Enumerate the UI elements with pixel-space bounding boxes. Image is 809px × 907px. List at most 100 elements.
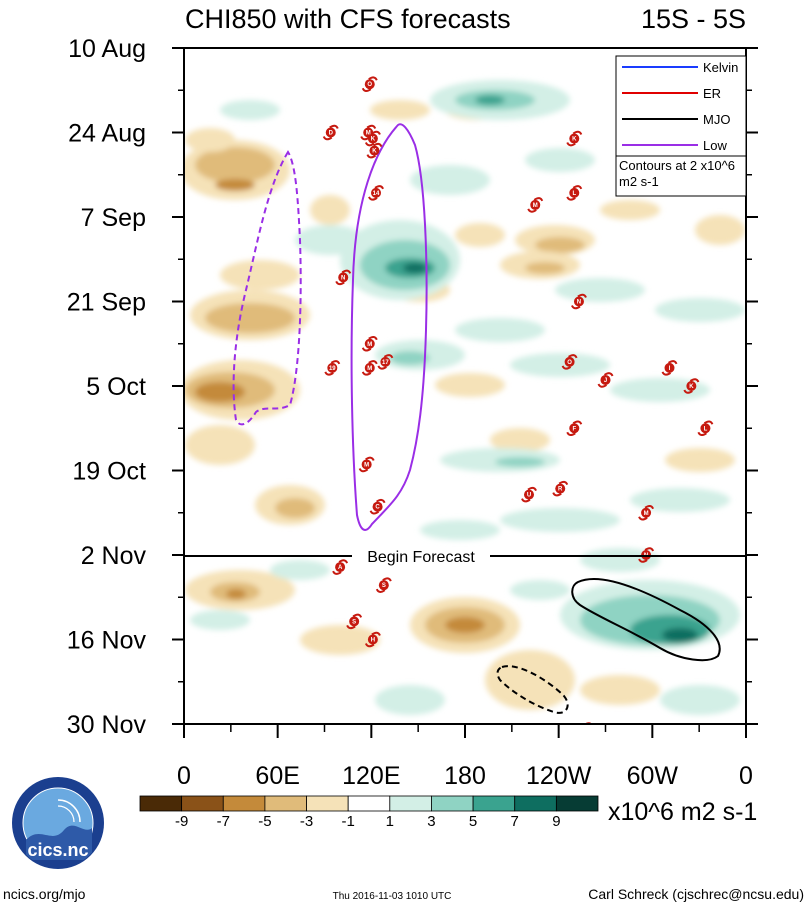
- legend-label: ER: [703, 86, 721, 101]
- storm-eye: [335, 562, 346, 573]
- storm-arm-bottom: [566, 142, 576, 147]
- storm-arm-top: [329, 124, 339, 129]
- storm-eye: [371, 187, 382, 198]
- storm-marker: H: [364, 631, 381, 648]
- storm-arm-bottom: [552, 492, 562, 497]
- mjo-contour-negative: [496, 665, 569, 714]
- storm-marker: F: [566, 420, 583, 436]
- anomaly-blob: [185, 128, 235, 152]
- storm-arm-bottom: [683, 389, 693, 394]
- storm-label: A: [338, 565, 343, 571]
- y-tick-label: 21 Sep: [67, 289, 146, 317]
- colorbar-label: -3: [300, 813, 313, 830]
- storm-label: M: [367, 342, 372, 348]
- storm-arm-top: [644, 547, 655, 552]
- storm-marker: N: [335, 269, 352, 286]
- storm-label: 14: [373, 191, 380, 197]
- anomaly-blob: [403, 263, 427, 273]
- storm-arm-top: [306, 741, 314, 744]
- storm-arm-top: [382, 577, 392, 582]
- footer-author: Carl Schreck (cjschrec@ncsu.edu): [588, 886, 804, 902]
- storm-label: C: [375, 505, 380, 511]
- anomaly-blob: [580, 548, 660, 572]
- storm-label: H: [371, 638, 375, 644]
- anomaly-blob: [630, 488, 730, 512]
- colorbar-swatch: [306, 795, 349, 812]
- anomaly-blob: [525, 148, 595, 172]
- anomaly-blob: [215, 179, 255, 191]
- storm-arm-bottom: [566, 431, 576, 436]
- anomaly-blob: [525, 262, 565, 274]
- storm-label: K: [371, 137, 376, 143]
- storm-arm-bottom: [527, 208, 537, 213]
- storm-arm-bottom: [521, 498, 531, 503]
- legend-box: [615, 55, 747, 197]
- storm-marker: K: [566, 130, 583, 147]
- storm-arm-top: [577, 293, 587, 298]
- colorbar-label: 1: [386, 813, 394, 830]
- storm-marker: D: [322, 124, 339, 141]
- colorbar-label: -7: [217, 813, 230, 830]
- storm-eye: [580, 725, 590, 735]
- storm-marker: 14: [368, 185, 384, 201]
- anomaly-blob: [420, 520, 500, 540]
- x-tick-label: 120W: [526, 762, 592, 790]
- storm-arm-top: [572, 130, 583, 135]
- colorbar-swatch: [347, 795, 391, 812]
- anomaly-blob: [295, 225, 365, 255]
- region-label: 15S - 5S: [641, 4, 746, 34]
- storm-marker: U: [521, 486, 537, 503]
- storm-marker: S: [346, 613, 363, 630]
- colorbar-label: 7: [511, 813, 519, 830]
- anomaly-blob: [695, 215, 745, 245]
- storm-eye: [361, 459, 372, 470]
- storm-arm-top: [374, 185, 384, 190]
- storm-label: J: [604, 378, 607, 384]
- storm-arm-bottom: [361, 371, 372, 376]
- storm-eye: [380, 356, 391, 367]
- storm-arm-bottom: [368, 196, 378, 201]
- storm-marker: I: [661, 360, 678, 376]
- storm-marker: S: [578, 722, 593, 737]
- x-tick-label: 120E: [342, 762, 400, 790]
- anomaly-blob: [535, 237, 585, 253]
- colorbar: -9 -7 -5 -3 -1 1 3 5 7 9: [139, 795, 599, 830]
- storm-marker: R: [552, 480, 569, 497]
- legend: Kelvin ER MJO Low Contours at 2 x10^6 m2 s-…: [615, 55, 747, 197]
- storm-label: M: [364, 462, 369, 468]
- storm-marker: A: [332, 559, 349, 575]
- footer-url: ncics.org/mjo: [3, 886, 86, 902]
- storm-arm-top: [368, 336, 378, 341]
- storm-eye: [327, 362, 338, 373]
- storm-arm-top: [376, 498, 386, 504]
- storm-eye: [372, 501, 383, 512]
- chart-title: CHI850 with CFS forecasts: [185, 4, 511, 34]
- anomaly-blob: [310, 195, 350, 225]
- colorbar-swatch: [472, 795, 516, 812]
- storm-arm-bottom: [578, 734, 586, 737]
- storm-marker: O: [361, 76, 378, 92]
- storm-eye: [367, 133, 378, 144]
- storm-marker: 17: [377, 354, 394, 370]
- storm-label: O: [567, 360, 572, 366]
- anomaly-blob: [435, 373, 505, 397]
- storm-arm-bottom: [638, 516, 648, 521]
- anomaly-blob: [510, 353, 610, 377]
- storm-eye: [569, 423, 580, 434]
- contour-note: Contours at 2 x10^6 m2 s-1: [619, 158, 735, 189]
- x-tick-label: 60W: [627, 762, 679, 790]
- colorbar-label: -1: [342, 813, 355, 830]
- cics-logo: cics.nc: [12, 777, 104, 869]
- storm-label: U: [527, 493, 531, 499]
- storm-arm-bottom: [300, 752, 308, 755]
- storm-eye: [664, 362, 675, 373]
- colorbar-swatch: [222, 795, 266, 812]
- storm-marker: M: [358, 456, 375, 473]
- storm-arm-top: [527, 486, 537, 492]
- storm-marker: M: [361, 336, 378, 352]
- anomaly-blob: [190, 610, 250, 630]
- low-contour-negative: [232, 150, 302, 426]
- storm-arm-bottom: [361, 347, 372, 352]
- storm-label: M: [367, 366, 372, 372]
- storm-eye: [564, 356, 575, 367]
